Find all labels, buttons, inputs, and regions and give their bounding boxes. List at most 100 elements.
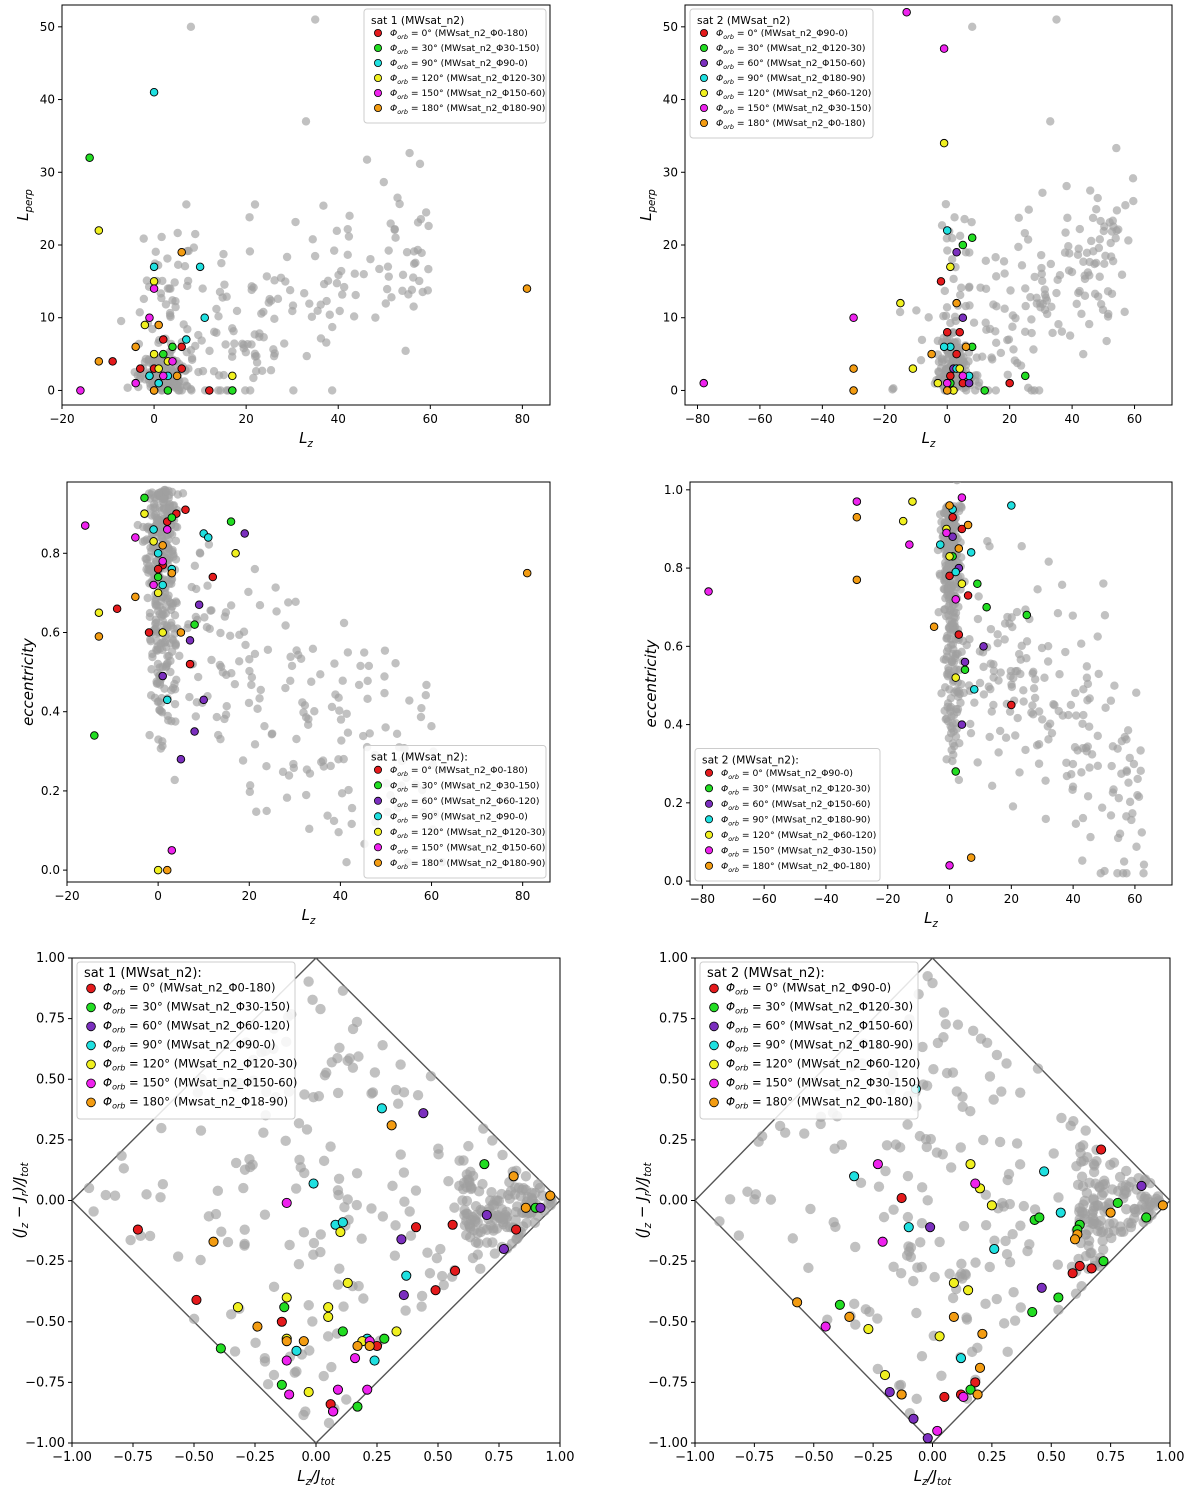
background-point: [226, 601, 236, 610]
background-point: [1065, 331, 1075, 340]
series-1: [90, 493, 236, 740]
data-point: [398, 1290, 409, 1301]
data-point: [149, 284, 159, 293]
background-point: [1029, 667, 1038, 677]
series-6: [849, 298, 971, 395]
background-point: [416, 1301, 427, 1312]
background-point: [1077, 309, 1086, 319]
background-point: [1103, 312, 1113, 321]
background-point: [933, 336, 943, 346]
legend-box: [76, 961, 296, 1120]
background-point: [245, 666, 254, 676]
data-point: [158, 541, 167, 550]
background-point: [1006, 666, 1016, 676]
background-point: [1028, 710, 1038, 719]
background-point: [714, 1216, 725, 1227]
legend-marker: [373, 843, 382, 852]
background-point: [371, 313, 380, 322]
x-tick-label: −20: [872, 412, 897, 426]
background-point: [916, 1350, 928, 1362]
background-point: [1139, 860, 1149, 869]
data-point: [410, 1222, 422, 1233]
background-point: [417, 703, 426, 713]
chart-panel-p1: −20 0 20 40 60 80 0 10 20 30 40 50 Lz Lperp sat 1 (MWs…: [14, 4, 551, 450]
background-point: [948, 356, 957, 366]
background-point: [341, 1394, 352, 1405]
data-point: [176, 754, 186, 764]
background-point: [353, 1051, 364, 1062]
background-point: [1077, 639, 1086, 648]
background-point: [849, 1298, 860, 1310]
background-point: [307, 994, 318, 1006]
background-point: [335, 706, 344, 715]
background-point: [940, 605, 949, 614]
y-tick-label: 1.0: [664, 483, 683, 497]
x-tick-label: 60: [423, 412, 438, 426]
data-point: [939, 44, 949, 53]
legend-entry: Φorb = 150° (MWsat_n2_Φ150-60): [103, 1075, 297, 1091]
legend-marker: [373, 44, 382, 53]
legend-entry: Φorb = 90° (MWsat_n2_Φ180-90): [716, 73, 865, 86]
data-point: [337, 1326, 348, 1337]
background-point: [989, 1235, 1000, 1246]
y-tick-label: 30: [663, 165, 678, 179]
legend-entry: Φorb = 30° (MWsat_n2_Φ120-30): [721, 783, 870, 796]
data-point: [1141, 1212, 1152, 1223]
background-point: [359, 731, 368, 741]
background-point: [895, 307, 905, 317]
data-point: [934, 1331, 945, 1342]
data-point: [929, 622, 939, 632]
background-point: [957, 680, 966, 689]
background-point: [154, 489, 163, 498]
background-point: [398, 270, 408, 280]
background-point: [255, 329, 264, 338]
plot-area: [76, 15, 532, 395]
x-tick-label: 40: [333, 889, 348, 903]
background-point: [421, 208, 431, 217]
background-point: [742, 1186, 753, 1197]
background-point: [1125, 753, 1134, 763]
background-point: [912, 306, 921, 315]
data-point: [205, 386, 214, 395]
background-point: [881, 1140, 893, 1151]
y-tick-label: 0.0: [664, 874, 683, 888]
background-point: [1074, 288, 1083, 298]
data-point: [162, 865, 172, 875]
background-point: [1008, 802, 1018, 811]
background-point: [343, 250, 352, 259]
data-point: [952, 349, 961, 359]
background-point: [1068, 759, 1078, 769]
data-point: [980, 386, 989, 395]
x-tick-label: 0.75: [1096, 1450, 1125, 1465]
data-point: [168, 357, 177, 366]
background-point: [908, 1275, 919, 1287]
background-point: [395, 1149, 406, 1160]
data-point: [1005, 378, 1014, 388]
legend-marker: [705, 815, 714, 824]
background-point: [975, 678, 985, 688]
y-axis-label: Lperp: [14, 189, 35, 221]
background-point: [991, 253, 1000, 262]
background-point: [263, 645, 273, 654]
y-tick-label: 0.6: [41, 625, 60, 639]
x-tick-label: 0: [154, 889, 162, 903]
data-point: [94, 226, 104, 235]
series-5: [80, 521, 177, 855]
background-point: [1053, 275, 1062, 285]
data-point: [1039, 1166, 1050, 1177]
background-point: [1008, 622, 1017, 632]
background-point: [1097, 1235, 1108, 1247]
data-point: [951, 673, 960, 682]
background-point: [209, 327, 219, 337]
background-point: [1088, 1166, 1100, 1178]
background-point: [160, 588, 170, 598]
background-point: [946, 707, 955, 716]
background-point: [1021, 745, 1030, 755]
data-point: [1027, 1307, 1038, 1318]
background-point: [281, 277, 290, 286]
legend-entry: Φorb = 30° (MWsat_n2_Φ120-30): [726, 999, 913, 1015]
data-point: [948, 532, 957, 542]
background-point: [409, 302, 418, 311]
background-point: [978, 1134, 989, 1146]
background-point: [298, 698, 307, 707]
